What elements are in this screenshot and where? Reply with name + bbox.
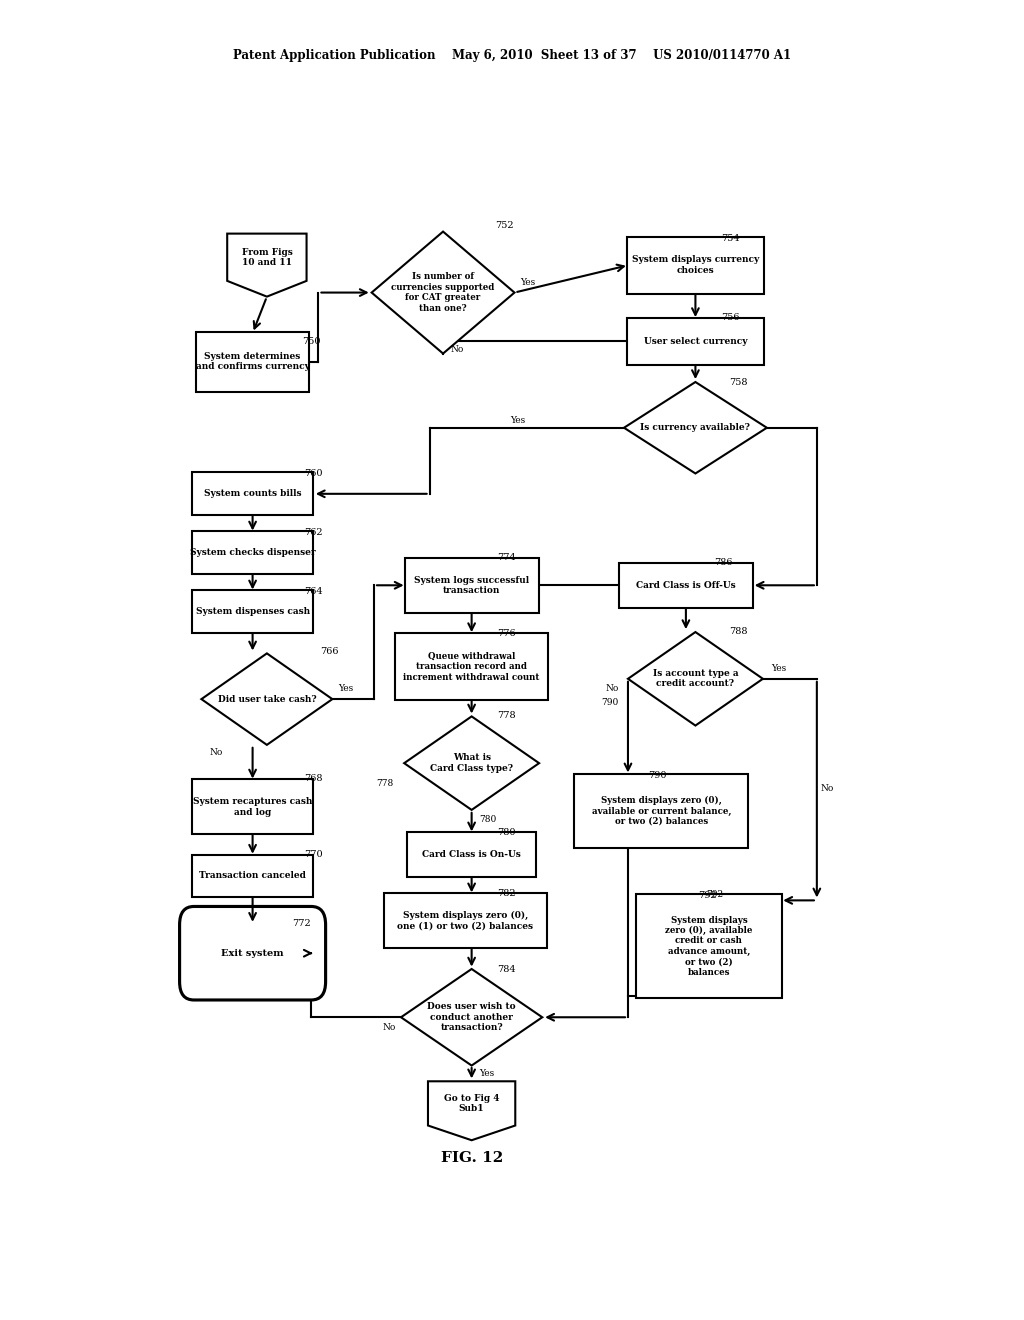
Text: 786: 786 xyxy=(714,558,732,568)
Text: System determines
and confirms currency: System determines and confirms currency xyxy=(196,352,309,371)
Text: 770: 770 xyxy=(304,850,323,859)
Text: System displays zero (0),
one (1) or two (2) balances: System displays zero (0), one (1) or two… xyxy=(397,911,534,931)
Text: 780: 780 xyxy=(479,814,497,824)
Polygon shape xyxy=(404,717,539,810)
Text: 790: 790 xyxy=(601,698,618,706)
Text: 778: 778 xyxy=(377,779,394,788)
Text: Is number of
currencies supported
for CAT greater
than one?: Is number of currencies supported for CA… xyxy=(391,272,495,313)
Text: 752: 752 xyxy=(496,220,514,230)
Text: 780: 780 xyxy=(497,828,515,837)
FancyBboxPatch shape xyxy=(404,558,539,612)
Text: Yes: Yes xyxy=(511,416,525,425)
Polygon shape xyxy=(372,231,514,354)
Text: 788: 788 xyxy=(729,627,749,635)
Text: 772: 772 xyxy=(292,919,311,928)
FancyBboxPatch shape xyxy=(179,907,326,1001)
Text: Does user wish to
conduct another
transaction?: Does user wish to conduct another transa… xyxy=(427,1002,516,1032)
Text: Yes: Yes xyxy=(771,664,786,673)
Text: 768: 768 xyxy=(304,774,323,783)
Text: 764: 764 xyxy=(304,587,323,595)
Text: Card Class is Off-Us: Card Class is Off-Us xyxy=(636,581,735,590)
Text: 774: 774 xyxy=(497,553,516,562)
Text: System counts bills: System counts bills xyxy=(204,490,301,499)
FancyBboxPatch shape xyxy=(197,331,309,392)
Text: System dispenses cash: System dispenses cash xyxy=(196,607,309,616)
Text: No: No xyxy=(210,748,223,758)
Text: 778: 778 xyxy=(497,711,516,719)
FancyBboxPatch shape xyxy=(193,854,313,898)
Polygon shape xyxy=(628,632,763,726)
Text: Queue withdrawal
transaction record and
increment withdrawal count: Queue withdrawal transaction record and … xyxy=(403,652,540,681)
FancyBboxPatch shape xyxy=(384,894,547,948)
FancyBboxPatch shape xyxy=(627,318,764,364)
Text: System recaptures cash
and log: System recaptures cash and log xyxy=(193,797,312,817)
Text: No: No xyxy=(451,345,464,354)
Text: No: No xyxy=(820,784,834,793)
Polygon shape xyxy=(624,381,767,474)
Text: 756: 756 xyxy=(721,313,739,322)
Text: 784: 784 xyxy=(497,965,516,974)
Text: 782: 782 xyxy=(497,888,516,898)
Text: Yes: Yes xyxy=(479,1069,495,1077)
Text: Is currency available?: Is currency available? xyxy=(640,424,751,432)
FancyBboxPatch shape xyxy=(193,532,313,574)
Text: Exit system: Exit system xyxy=(221,949,284,958)
Text: Card Class is On-Us: Card Class is On-Us xyxy=(422,850,521,859)
FancyBboxPatch shape xyxy=(574,775,749,847)
Text: 754: 754 xyxy=(721,234,739,243)
Text: System displays currency
choices: System displays currency choices xyxy=(632,256,759,275)
Text: System logs successful
transaction: System logs successful transaction xyxy=(414,576,529,595)
Text: 776: 776 xyxy=(497,628,516,638)
Polygon shape xyxy=(401,969,543,1065)
Text: Yes: Yes xyxy=(520,279,536,286)
FancyBboxPatch shape xyxy=(627,236,764,293)
FancyBboxPatch shape xyxy=(193,779,313,834)
Text: Go to Fig 4
Sub1: Go to Fig 4 Sub1 xyxy=(443,1094,500,1113)
Text: 792: 792 xyxy=(697,891,717,900)
Text: Did user take cash?: Did user take cash? xyxy=(217,694,316,704)
Polygon shape xyxy=(428,1081,515,1140)
FancyBboxPatch shape xyxy=(618,562,753,607)
Text: 790: 790 xyxy=(648,771,667,780)
Text: 762: 762 xyxy=(304,528,323,537)
Text: Yes: Yes xyxy=(338,685,353,693)
Text: FIG. 12: FIG. 12 xyxy=(440,1151,503,1164)
FancyBboxPatch shape xyxy=(193,590,313,634)
FancyBboxPatch shape xyxy=(636,894,782,998)
Text: 760: 760 xyxy=(304,469,323,478)
Text: Transaction canceled: Transaction canceled xyxy=(199,871,306,880)
Polygon shape xyxy=(202,653,333,744)
Text: What is
Card Class type?: What is Card Class type? xyxy=(430,754,513,772)
FancyBboxPatch shape xyxy=(408,833,536,876)
Text: 792: 792 xyxy=(707,890,723,899)
Text: User select currency: User select currency xyxy=(644,337,748,346)
Text: Patent Application Publication    May 6, 2010  Sheet 13 of 37    US 2010/0114770: Patent Application Publication May 6, 20… xyxy=(232,49,792,62)
Polygon shape xyxy=(227,234,306,297)
Text: 766: 766 xyxy=(321,647,339,656)
Text: 758: 758 xyxy=(729,378,748,387)
Text: No: No xyxy=(383,1023,396,1032)
Text: System displays zero (0),
available or current balance,
or two (2) balances: System displays zero (0), available or c… xyxy=(592,796,731,826)
Text: System displays
zero (0), available
credit or cash
advance amount,
or two (2)
ba: System displays zero (0), available cred… xyxy=(666,916,753,977)
FancyBboxPatch shape xyxy=(395,634,548,700)
Text: System checks dispenser: System checks dispenser xyxy=(189,548,315,557)
Text: No: No xyxy=(605,685,618,693)
Text: From Figs
10 and 11: From Figs 10 and 11 xyxy=(242,248,292,267)
FancyBboxPatch shape xyxy=(193,473,313,515)
Text: Is account type a
credit account?: Is account type a credit account? xyxy=(652,669,738,689)
Text: 750: 750 xyxy=(303,337,322,346)
